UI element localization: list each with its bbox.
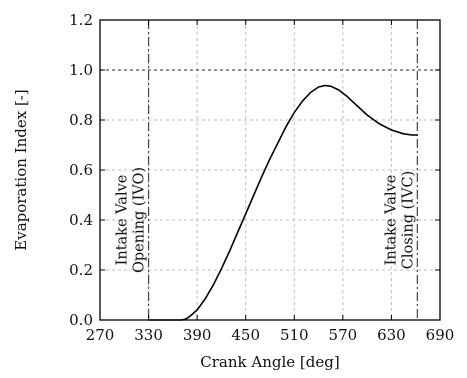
x-tick-label: 270 — [86, 326, 115, 344]
evaporation-index-line — [148, 84, 418, 321]
x-tick-label: 630 — [377, 326, 406, 344]
x-tick-label: 510 — [280, 326, 309, 344]
y-axis-title: Evaporation Index [-] — [12, 89, 30, 250]
y-tick-label: 1.2 — [69, 11, 93, 29]
x-tick-label: 690 — [426, 326, 455, 344]
x-tick-label: 330 — [134, 326, 163, 344]
grid — [100, 20, 440, 320]
x-tick-label: 390 — [183, 326, 212, 344]
reference-lines — [100, 20, 440, 320]
y-tick-label: 0.6 — [69, 161, 93, 179]
ticks: 270 330 390 450 510 570 630 690 0.0 0.2 0.4 0.6 0.8 1… — [69, 11, 454, 344]
valve-event-label-line: Opening (IVO) — [132, 167, 148, 273]
valve-event-label-line: Closing (IVC) — [400, 171, 416, 269]
x-tick-label: 450 — [231, 326, 260, 344]
y-tick-label: 0.0 — [69, 311, 93, 329]
valve-event-label-line: Intake Valve — [383, 175, 399, 266]
x-axis-title: Crank Angle [deg] — [200, 353, 339, 371]
y-tick-label: 1.0 — [69, 61, 93, 79]
valve-event-label: Intake Valve Opening (IVO) — [115, 167, 148, 273]
y-tick-label: 0.8 — [69, 111, 93, 129]
series-layer — [148, 84, 418, 321]
valve-event-label-line: Intake Valve — [115, 175, 131, 266]
axis-labels: Crank Angle [deg] Evaporation Index [-] — [12, 89, 340, 371]
y-tick-label: 0.2 — [69, 261, 93, 279]
annotations: Intake Valve Opening (IVO) Intake Valve Clo… — [115, 167, 417, 273]
valve-event-label: Intake Valve Closing (IVC) — [383, 171, 416, 269]
y-tick-label: 0.4 — [69, 211, 93, 229]
x-tick-label: 570 — [329, 326, 358, 344]
